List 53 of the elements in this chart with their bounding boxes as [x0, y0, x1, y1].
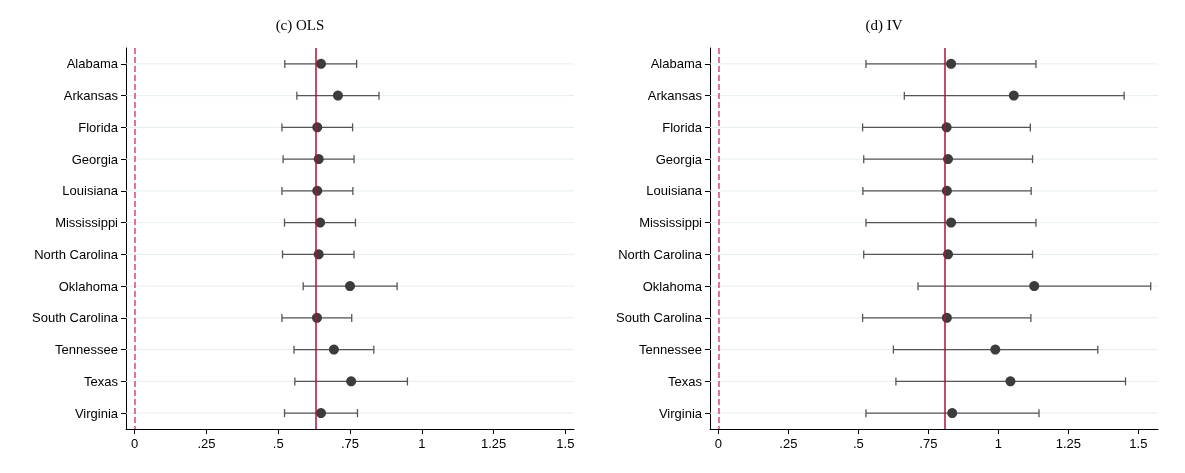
- x-tick-label: 1: [994, 436, 1003, 451]
- y-tick-label: Mississippi: [639, 215, 703, 231]
- y-tick-label: Texas: [84, 373, 119, 389]
- x-tick-label: .75: [340, 436, 360, 451]
- y-tick-label: Florida: [662, 119, 703, 135]
- point: [946, 58, 957, 69]
- y-tick-label: South Carolina: [32, 310, 119, 326]
- y-tick-label: North Carolina: [618, 246, 703, 262]
- y-tick-label: Florida: [78, 119, 119, 135]
- x-tick-label: 1.5: [1129, 436, 1148, 451]
- y-tick-label: Virginia: [74, 405, 119, 421]
- x-tick-label: 0: [131, 436, 139, 451]
- point: [946, 217, 957, 228]
- x-tick-label: .25: [197, 436, 216, 451]
- x-tick-label: 1.5: [556, 436, 575, 451]
- point: [346, 376, 357, 387]
- x-tick-label: .75: [919, 436, 938, 451]
- y-tick-label: Georgia: [71, 151, 119, 167]
- point: [990, 344, 1001, 355]
- y-tick-label: Oklahoma: [58, 278, 119, 294]
- y-tick-label: Tennessee: [55, 342, 118, 358]
- x-tick-label: .25: [779, 436, 798, 451]
- y-tick-label: Louisiana: [646, 183, 703, 199]
- point: [947, 408, 958, 419]
- y-tick-label: South Carolina: [616, 310, 703, 326]
- point: [1029, 281, 1040, 292]
- y-tick-label: Georgia: [655, 151, 703, 167]
- point: [345, 281, 355, 292]
- x-tick-label: 1.25: [1055, 436, 1082, 451]
- chart-title: (d) IV: [865, 16, 903, 34]
- y-tick-label: Louisiana: [62, 183, 119, 199]
- y-tick-label: North Carolina: [34, 246, 119, 262]
- point: [316, 408, 326, 419]
- y-tick-label: Arkansas: [63, 88, 119, 104]
- x-tick-label: .5: [852, 436, 864, 451]
- y-tick-label: Oklahoma: [642, 278, 703, 294]
- chart-title: (c) OLS: [275, 16, 325, 34]
- point: [1008, 90, 1019, 101]
- x-tick-label: 1.25: [480, 436, 507, 451]
- y-tick-label: Mississippi: [55, 215, 119, 231]
- y-tick-label: Alabama: [650, 56, 703, 72]
- y-tick-label: Texas: [668, 373, 703, 389]
- point: [316, 58, 326, 69]
- x-tick-label: 0: [714, 436, 723, 451]
- y-tick-label: Arkansas: [647, 88, 703, 104]
- y-tick-label: Alabama: [66, 56, 119, 72]
- y-tick-label: Virginia: [658, 405, 703, 421]
- point: [328, 344, 339, 355]
- y-tick-label: Tennessee: [639, 342, 702, 358]
- point: [1005, 376, 1016, 387]
- x-tick-label: 1: [418, 436, 426, 451]
- x-tick-label: .5: [272, 436, 284, 451]
- point: [332, 90, 343, 101]
